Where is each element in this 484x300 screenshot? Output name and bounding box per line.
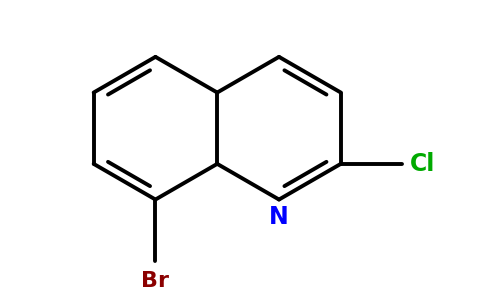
Text: Br: Br: [141, 271, 169, 291]
Text: Cl: Cl: [410, 152, 436, 176]
Text: N: N: [269, 206, 289, 230]
